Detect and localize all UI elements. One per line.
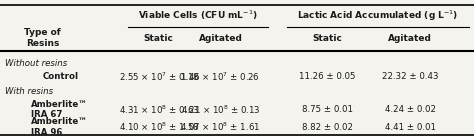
Text: Static: Static <box>144 34 174 43</box>
Text: Amberlite™
IRA 67: Amberlite™ IRA 67 <box>31 100 88 119</box>
Text: 4.21 × 10$^{8}$ ± 0.13: 4.21 × 10$^{8}$ ± 0.13 <box>181 103 260 116</box>
Text: Static: Static <box>312 34 342 43</box>
Text: 2.55 × 10$^{7}$ ± 0.18: 2.55 × 10$^{7}$ ± 0.18 <box>118 71 199 83</box>
Text: Agitated: Agitated <box>388 34 432 43</box>
Text: 4.07 × 10$^{8}$ ± 1.61: 4.07 × 10$^{8}$ ± 1.61 <box>180 121 261 133</box>
Text: 4.31 × 10$^{8}$ ± 0.63: 4.31 × 10$^{8}$ ± 0.63 <box>118 103 199 116</box>
Text: Control: Control <box>43 72 79 81</box>
Text: Viable Cells (CFU mL$^{-1}$): Viable Cells (CFU mL$^{-1}$) <box>138 9 258 22</box>
Text: With resins: With resins <box>5 87 53 96</box>
Text: 11.26 ± 0.05: 11.26 ± 0.05 <box>299 72 356 81</box>
Text: 4.41 ± 0.01: 4.41 ± 0.01 <box>384 123 436 132</box>
Text: Amberlite™
IRA 96: Amberlite™ IRA 96 <box>31 117 88 136</box>
Text: Lactic Acid Accumulated (g L$^{-1}$): Lactic Acid Accumulated (g L$^{-1}$) <box>297 8 459 23</box>
Text: 1.46 × 10$^{7}$ ± 0.26: 1.46 × 10$^{7}$ ± 0.26 <box>181 71 260 83</box>
Text: 22.32 ± 0.43: 22.32 ± 0.43 <box>382 72 438 81</box>
Text: Type of
Resins: Type of Resins <box>24 28 61 48</box>
Text: 4.24 ± 0.02: 4.24 ± 0.02 <box>384 105 436 114</box>
Text: 4.10 × 10$^{8}$ ± 1.58: 4.10 × 10$^{8}$ ± 1.58 <box>118 121 199 133</box>
Text: 8.75 ± 0.01: 8.75 ± 0.01 <box>301 105 353 114</box>
Text: Without resins: Without resins <box>5 59 67 68</box>
Text: Agitated: Agitated <box>199 34 242 43</box>
Text: 8.82 ± 0.02: 8.82 ± 0.02 <box>301 123 353 132</box>
